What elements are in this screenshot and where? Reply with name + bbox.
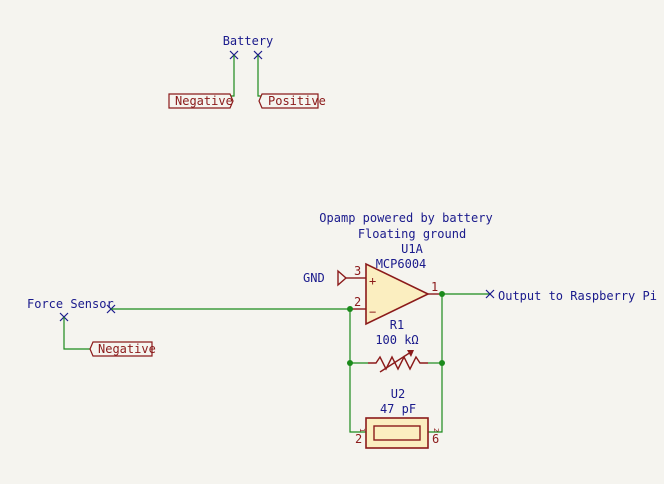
capacitor-pin-right: 6 [432, 432, 439, 446]
opamp-value: MCP6004 [376, 257, 427, 271]
positive-net-text-top: Positive [268, 94, 326, 108]
junction-resistor-left [347, 360, 353, 366]
opamp-symbol[interactable] [365, 262, 430, 326]
junction-input [347, 306, 353, 312]
capacitor-inner [373, 425, 421, 441]
junction-resistor-right [439, 360, 445, 366]
variable-resistor-symbol[interactable] [368, 350, 428, 373]
output-terminal[interactable] [485, 289, 495, 299]
capacitor-pin-left: 2 [355, 432, 362, 446]
negative-net-text-bottom: Negative [98, 342, 156, 356]
capacitor-reference: U2 [391, 387, 405, 401]
resistor-value: 100 kΩ [375, 333, 418, 347]
negative-net-text-top: Negative [175, 94, 233, 108]
note-line-2: Floating ground [358, 227, 466, 241]
negative-net-label-bottom[interactable] [89, 341, 153, 357]
opamp-plus-sign: + [369, 274, 376, 288]
note-line-1: Opamp powered by battery [319, 211, 492, 225]
opamp-pin-2-number: 2 [354, 295, 361, 309]
opamp-pin-1-number: 1 [431, 280, 438, 294]
resistor-reference: R1 [390, 318, 404, 332]
capacitor-body[interactable] [365, 417, 429, 449]
battery-label: Battery [223, 34, 274, 48]
gnd-symbol-icon [337, 269, 348, 287]
positive-net-label-top[interactable] [258, 93, 319, 109]
battery-negative-wire [230, 55, 235, 97]
capacitor-value: 47 pF [380, 402, 416, 416]
force-sensor-label: Force Sensor [27, 297, 114, 311]
opamp-minus-sign: − [369, 305, 376, 319]
opamp-pin-3-number: 3 [354, 264, 361, 278]
junction-output [439, 291, 445, 297]
opamp-reference: U1A [401, 242, 423, 256]
battery-positive-wire [257, 55, 262, 97]
negative-net-label-top[interactable] [168, 93, 234, 109]
capacitor-pin-right-small: 2 [432, 428, 440, 432]
capacitor-pin-left-small: 1 [358, 428, 366, 432]
sensor-negative-wire [63, 317, 90, 350]
feedback-right-wire [428, 294, 443, 433]
feedback-left-wire [349, 309, 368, 433]
output-label: Output to Raspberry Pi [498, 289, 657, 303]
gnd-label: GND [303, 271, 325, 285]
